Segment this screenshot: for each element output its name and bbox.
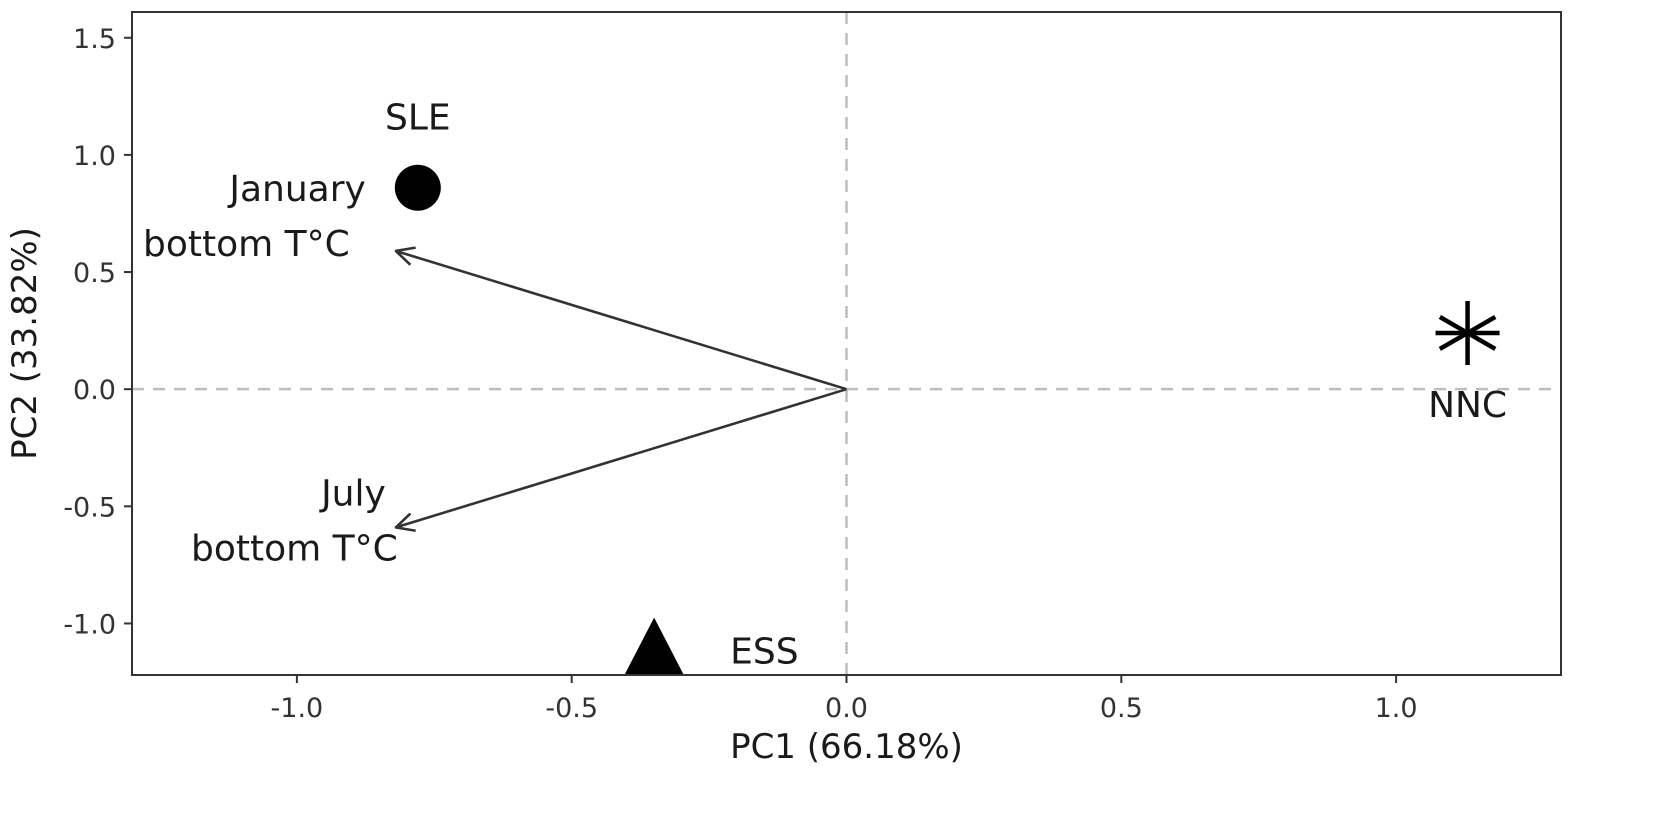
x-tick-label: 0.5 [1100,693,1143,724]
loading-vector-label-line: January [227,169,365,210]
loading-vector-arrow [396,251,847,391]
loading-vector-label: July bottom T°C [191,473,398,569]
point-label: NNC [1428,385,1507,426]
loading-vector-label-line: July [319,473,386,514]
loading-vector-label-line: bottom T°C [143,224,350,265]
y-axis-title: PC2 (33.82%) [5,227,45,460]
x-tick-label: -0.5 [545,693,598,724]
plot-panel-border [131,11,1562,676]
point-label: SLE [385,98,451,139]
x-tick-label: -1.0 [271,693,324,724]
y-axis: 1.5 1.0 0.5 0.0 -0.5 -1.0 [63,24,132,640]
x-axis-title: PC1 (66.18%) [730,727,963,767]
point-marker-sle [394,164,441,211]
loading-vector-label-line: bottom T°C [191,528,398,569]
point-marker-nnc [1435,300,1500,365]
x-tick-label: 1.0 [1375,693,1418,724]
point-label: ESS [730,632,798,673]
y-tick-label: 0.0 [73,375,116,406]
loading-vector-arrow [396,387,847,527]
y-tick-label: 0.5 [73,258,116,289]
x-tick-label: 0.0 [825,693,868,724]
data-points: SLE NNC ESS [385,98,1507,676]
y-tick-label: 1.5 [73,24,116,55]
loading-vectors: January bottom T°C July bottom T°C [143,169,847,569]
y-tick-label: 1.0 [73,141,116,172]
point-marker-ess [624,617,685,676]
y-tick-label: -0.5 [63,492,116,523]
loading-vector-label: January bottom T°C [143,169,366,265]
y-tick-label: -1.0 [63,609,116,640]
x-axis: -1.0 -0.5 0.0 0.5 1.0 [271,675,1418,724]
